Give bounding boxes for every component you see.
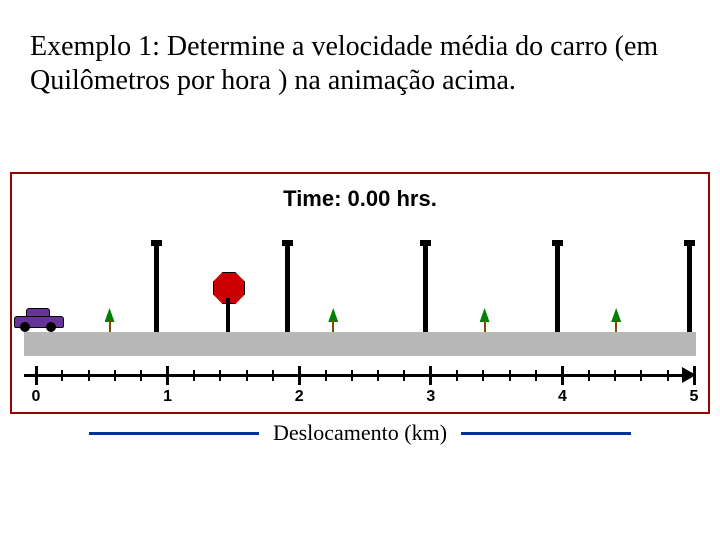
axis-minor-tick: [140, 370, 142, 381]
tree-icon: [328, 302, 338, 332]
x-axis: 0 1 2 3 4 5: [24, 364, 696, 404]
axis-major-tick: [35, 366, 38, 385]
axis-minor-tick: [351, 370, 353, 381]
axis-major-tick: [561, 366, 564, 385]
axis-major-tick: [693, 366, 696, 385]
pole: [555, 246, 560, 332]
axis-tick-label: 3: [426, 388, 435, 406]
axis-tick-label: 0: [32, 388, 41, 406]
stop-sign-icon: [213, 272, 243, 332]
axis-minor-tick: [456, 370, 458, 381]
axis-minor-tick: [482, 370, 484, 381]
axis-major-tick: [298, 366, 301, 385]
tree-icon: [480, 302, 490, 332]
time-label: Time: 0.00 hrs.: [12, 186, 708, 212]
pole: [154, 246, 159, 332]
axis-major-tick: [429, 366, 432, 385]
axis-minor-tick: [193, 370, 195, 381]
axis-minor-tick: [509, 370, 511, 381]
axis-minor-tick: [640, 370, 642, 381]
tree-icon: [105, 302, 115, 332]
axis-minor-tick: [61, 370, 63, 381]
tree-icon: [611, 302, 621, 332]
car-icon: [14, 310, 62, 332]
road: [24, 332, 696, 356]
axis-major-tick: [166, 366, 169, 385]
scene: [12, 212, 708, 356]
axis-minor-tick: [219, 370, 221, 381]
axis-minor-tick: [535, 370, 537, 381]
axis-tick-label: 2: [295, 388, 304, 406]
axis-minor-tick: [246, 370, 248, 381]
pole: [285, 246, 290, 332]
pole: [423, 246, 428, 332]
caption-line-right: [461, 432, 631, 435]
axis-minor-tick: [325, 370, 327, 381]
axis-tick-label: 4: [558, 388, 567, 406]
pole: [687, 246, 692, 332]
caption-row: Deslocamento (km): [10, 420, 710, 448]
axis-minor-tick: [114, 370, 116, 381]
axis-line: [24, 374, 682, 377]
caption-line-left: [89, 432, 259, 435]
axis-minor-tick: [667, 370, 669, 381]
axis-tick-label: 1: [163, 388, 172, 406]
axis-minor-tick: [614, 370, 616, 381]
axis-tick-label: 5: [690, 388, 699, 406]
axis-minor-tick: [88, 370, 90, 381]
axis-minor-tick: [272, 370, 274, 381]
axis-minor-tick: [588, 370, 590, 381]
axis-minor-tick: [403, 370, 405, 381]
axis-minor-tick: [377, 370, 379, 381]
caption-text: Deslocamento (km): [263, 420, 457, 446]
animation-figure: Time: 0.00 hrs. 0 1 2 3 4 5: [10, 172, 710, 414]
problem-title: Exemplo 1: Determine a velocidade média …: [30, 30, 690, 97]
